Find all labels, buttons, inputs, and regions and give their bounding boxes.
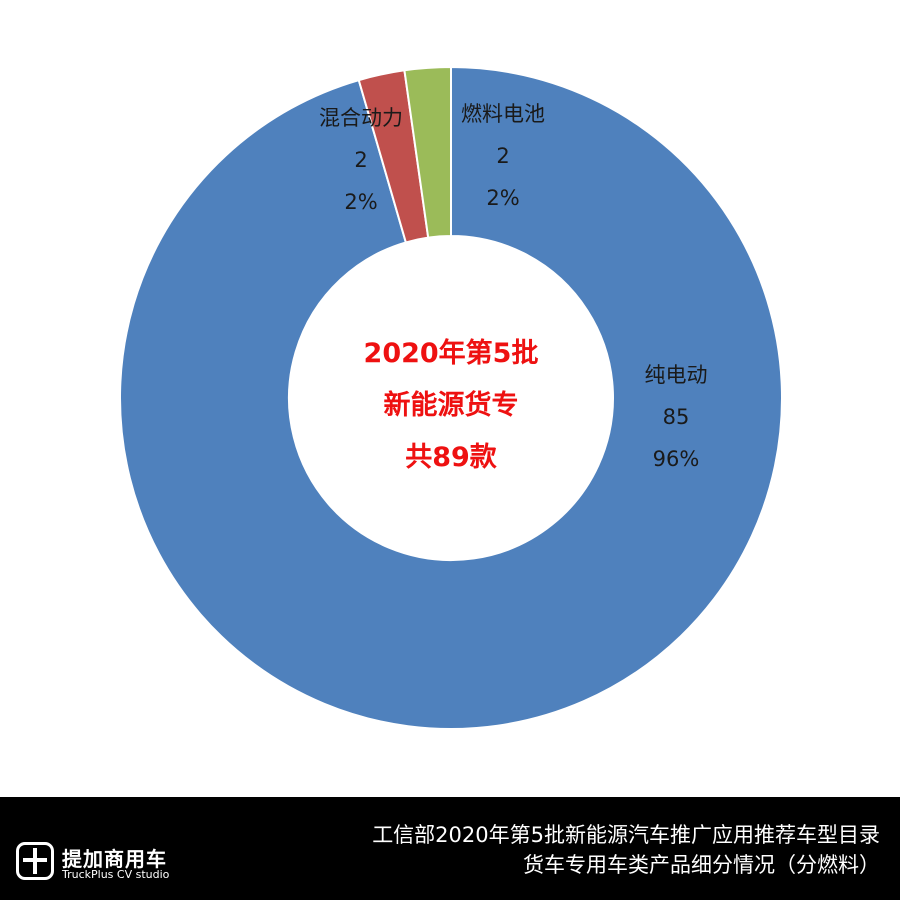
slice-0 [119, 65, 783, 730]
truckplus-logo-icon [16, 842, 54, 880]
slice-label-percent-0: 96% [653, 447, 700, 471]
center-text-line-2: 共89款 [405, 442, 498, 473]
caption-line-1: 工信部2020年第5批新能源汽车推广应用推荐车型目录 [372, 823, 880, 847]
slice-label-percent-2: 2% [486, 186, 519, 210]
slice-label-name-0: 纯电动 [645, 363, 708, 387]
chart-area: 纯电动 85 96% 混合动力 2 2% 燃料电池 2 2% 2020年第5批 新能源货专共89款 [119, 65, 783, 730]
caption-line-2: 货车专用车类产品细分情况（分燃料） [523, 853, 880, 877]
slice-label-name-1: 混合动力 [319, 106, 403, 130]
slice-label-percent-1: 2% [344, 190, 377, 214]
slice-label-name-2: 燃料电池 [461, 102, 545, 126]
logo-name: 提加商用车 [62, 847, 167, 871]
logo-subtitle: TruckPlus CV studio [62, 868, 170, 881]
center-text-line-1: 新能源货专 [384, 389, 519, 421]
slice-label-value-0: 85 [663, 405, 690, 429]
slice-label-value-1: 2 [354, 148, 367, 172]
center-text-line-0: 2020年第5批 [364, 337, 539, 369]
slice-2 [403, 65, 452, 239]
footer-bar: 提加商用车 TruckPlus CV studio 工信部2020年第5批新能源… [0, 797, 900, 900]
slice-label-value-2: 2 [496, 144, 509, 168]
